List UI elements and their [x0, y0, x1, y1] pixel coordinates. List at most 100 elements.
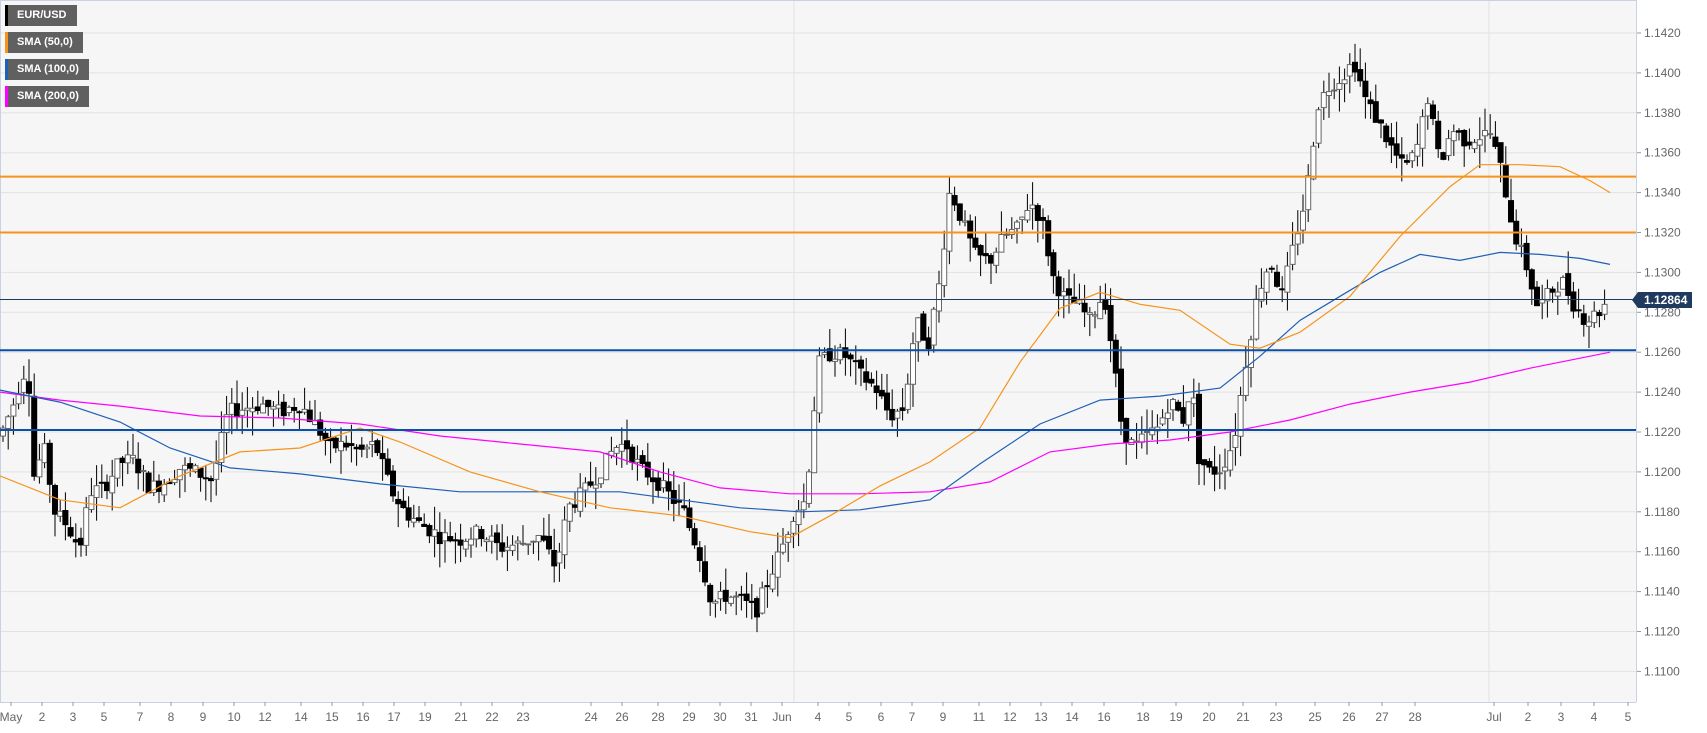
candle-bullish	[1284, 265, 1291, 293]
candle-bullish	[1331, 89, 1338, 92]
candle-bullish	[1554, 291, 1561, 297]
candle-bearish	[280, 401, 287, 417]
candle-bullish	[941, 248, 948, 287]
candle-bearish	[1580, 313, 1587, 325]
x-tick-label: 21	[454, 710, 468, 724]
candle-bearish	[1107, 305, 1114, 342]
candles	[0, 43, 1608, 633]
x-tick-label: 14	[294, 710, 308, 724]
candle-bullish	[1320, 92, 1327, 109]
legend-item-eurusd[interactable]: EUR/USD	[5, 5, 77, 26]
candle-bullish	[1258, 287, 1265, 302]
candle-bullish	[93, 485, 100, 498]
legend-item-sma200[interactable]: SMA (200,0)	[5, 86, 89, 107]
candle-bullish	[1586, 321, 1592, 327]
candle-bearish	[208, 478, 214, 482]
candle-bullish	[1601, 303, 1608, 315]
candle-bullish	[1097, 301, 1104, 320]
legend-item-sma100[interactable]: SMA (100,0)	[5, 59, 89, 80]
x-tick-label: 31	[744, 710, 758, 724]
sma-200-line	[0, 351, 1611, 495]
candle-bullish	[603, 452, 610, 481]
candle-bearish	[1367, 99, 1374, 105]
candle-bullish	[1341, 79, 1348, 85]
candle-bullish	[556, 551, 563, 564]
x-tick-label: 25	[1308, 710, 1322, 724]
candle-bearish	[1045, 220, 1052, 257]
legend-swatch-sma50	[5, 32, 8, 53]
candle-bullish	[566, 503, 573, 522]
y-tick-label: 1.1280	[1644, 305, 1681, 319]
candle-bearish	[1565, 273, 1572, 296]
candle-bullish	[57, 510, 64, 517]
candle-bearish	[1081, 302, 1088, 313]
candle-bearish	[1466, 141, 1473, 146]
candle-bullish	[1300, 210, 1306, 231]
x-tick-label: 17	[387, 710, 401, 724]
candle-bullish	[832, 358, 838, 362]
candle-bearish	[868, 378, 875, 384]
candle-bearish	[624, 440, 630, 450]
candle-bearish	[1404, 160, 1410, 163]
sma-100-line	[0, 251, 1611, 513]
x-tick-label: 27	[1375, 710, 1389, 724]
candle-bearish	[1040, 216, 1046, 221]
candle-bearish	[1279, 288, 1286, 291]
candle-bearish	[977, 245, 984, 256]
candle-bearish	[858, 359, 864, 369]
candle-bullish	[0, 427, 6, 437]
chart-legend: EUR/USD SMA (50,0) SMA (100,0) SMA (200,…	[5, 5, 89, 113]
candle-bearish	[400, 500, 407, 509]
candle-bullish	[1487, 133, 1494, 136]
candle-bullish	[473, 525, 480, 540]
candle-bullish	[130, 454, 136, 459]
candle-bullish	[20, 378, 27, 393]
candle-bullish	[800, 501, 807, 511]
y-tick-label: 1.1160	[1644, 545, 1680, 559]
candle-bearish	[956, 203, 963, 221]
candle-bullish	[488, 535, 495, 542]
candle-bearish	[358, 444, 365, 450]
candle-bearish	[46, 442, 53, 485]
candle-bearish	[748, 600, 755, 603]
candle-bullish	[634, 458, 641, 463]
candle-bullish	[1310, 145, 1317, 180]
candle-bullish	[462, 540, 469, 550]
current-price-label: 1.12864	[1631, 291, 1693, 308]
candle-bullish	[598, 477, 604, 485]
candle-bearish	[421, 523, 428, 527]
candle-bearish	[457, 539, 464, 546]
candle-bearish	[26, 381, 32, 394]
candle-bearish	[254, 406, 261, 412]
x-tick-label: 28	[651, 710, 665, 724]
legend-swatch-sma200	[5, 86, 8, 107]
y-tick-label: 1.1320	[1644, 226, 1681, 240]
y-tick-label: 1.1140	[1644, 585, 1680, 599]
x-tick-label: 13	[1034, 710, 1048, 724]
y-tick-label: 1.1380	[1644, 106, 1681, 120]
candle-bullish	[140, 469, 147, 472]
candle-bearish	[1383, 125, 1390, 143]
candle-bullish	[88, 495, 95, 511]
candle-bearish	[1180, 407, 1187, 424]
x-tick-label: 3	[1558, 710, 1565, 724]
candle-bullish	[1315, 109, 1322, 144]
x-tick-label: Jul	[1486, 710, 1501, 724]
y-tick-label: 1.1400	[1644, 66, 1681, 80]
legend-label: SMA (100,0)	[17, 63, 79, 75]
legend-label: SMA (50,0)	[17, 36, 73, 48]
legend-item-sma50[interactable]: SMA (50,0)	[5, 32, 83, 53]
candle-bearish	[1570, 291, 1577, 312]
candle-bearish	[629, 446, 636, 463]
candle-bearish	[306, 409, 313, 423]
candle-bearish	[889, 408, 896, 421]
candle-bullish	[1190, 397, 1197, 405]
candle-bearish	[291, 406, 298, 411]
y-tick-label: 1.1300	[1644, 265, 1681, 279]
candle-bullish	[1060, 291, 1067, 297]
candle-bearish	[1357, 69, 1364, 82]
candle-bearish	[52, 485, 58, 515]
x-tick-label: 19	[418, 710, 432, 724]
